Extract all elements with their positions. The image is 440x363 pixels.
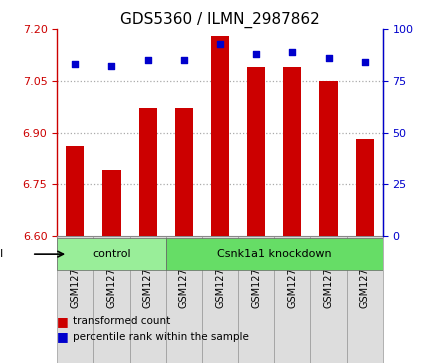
- Bar: [347, 236, 383, 363]
- Point: [180, 57, 187, 63]
- Point: [361, 59, 368, 65]
- Bar: [211, 36, 229, 236]
- Text: protocol: protocol: [0, 249, 3, 259]
- Bar: [247, 67, 265, 236]
- Bar: [66, 146, 84, 236]
- Bar: [319, 81, 337, 236]
- Bar: [103, 171, 121, 236]
- Text: Csnk1a1 knockdown: Csnk1a1 knockdown: [217, 249, 332, 259]
- Bar: [57, 238, 166, 270]
- Bar: [283, 67, 301, 236]
- Bar: [175, 109, 193, 236]
- Text: ■: ■: [57, 315, 69, 328]
- Bar: [139, 109, 157, 236]
- Title: GDS5360 / ILMN_2987862: GDS5360 / ILMN_2987862: [120, 12, 320, 28]
- Bar: [311, 236, 347, 363]
- Point: [216, 41, 224, 46]
- Point: [253, 51, 260, 57]
- Bar: [202, 236, 238, 363]
- Point: [144, 57, 151, 63]
- Bar: [356, 139, 374, 236]
- Bar: [166, 236, 202, 363]
- Bar: [93, 236, 129, 363]
- Text: control: control: [92, 249, 131, 259]
- Text: percentile rank within the sample: percentile rank within the sample: [73, 332, 249, 342]
- Point: [325, 55, 332, 61]
- Text: ■: ■: [57, 330, 69, 343]
- Bar: [166, 238, 383, 270]
- Text: transformed count: transformed count: [73, 316, 170, 326]
- Point: [72, 61, 79, 67]
- Point: [289, 49, 296, 55]
- Bar: [274, 236, 311, 363]
- Point: [108, 64, 115, 69]
- Bar: [238, 236, 274, 363]
- Bar: [129, 236, 166, 363]
- Bar: [57, 236, 93, 363]
